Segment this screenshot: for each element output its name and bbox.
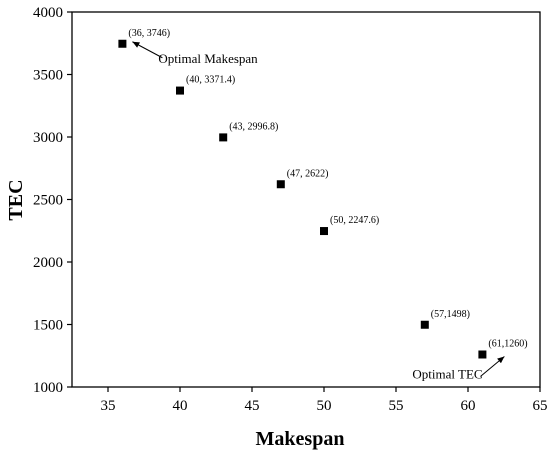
x-tick-label: 40 <box>173 398 188 414</box>
y-tick-label: 1000 <box>33 380 63 396</box>
annotations: Optimal Makespan Optimal TEC <box>132 41 505 382</box>
data-label: (50, 2247.6) <box>330 215 379 226</box>
y-axis-title: TEC <box>5 179 27 220</box>
plot-frame <box>71 11 541 388</box>
x-tick-label: 50 <box>317 398 332 414</box>
y-tick-label: 3500 <box>33 68 63 84</box>
data-labels: (36, 3746) (40, 3371.4) (43, 2996.8) (47, 2… <box>128 28 527 350</box>
data-label: (43, 2996.8) <box>229 121 278 132</box>
data-label: (47, 2622) <box>287 168 329 179</box>
y-tick-label: 4000 <box>33 5 63 21</box>
data-point <box>219 133 228 142</box>
x-tick-label: 45 <box>245 398 260 414</box>
y-tick-label: 2000 <box>33 255 63 271</box>
data-label: (57,1498) <box>431 309 470 320</box>
data-point <box>176 86 184 95</box>
axis-ticks: 35 40 45 50 55 60 65 1000 1500 2000 2500 3000 3500 40… <box>33 5 548 414</box>
data-point <box>276 180 285 189</box>
y-tick-label: 2500 <box>33 193 63 209</box>
data-point <box>478 350 487 359</box>
annotation-optimal-makespan: Optimal Makespan <box>158 51 258 66</box>
data-point <box>118 39 127 48</box>
data-label: (40, 3371.4) <box>186 75 235 86</box>
data-label: (36, 3746) <box>128 28 170 39</box>
x-tick-label: 35 <box>101 398 116 414</box>
annotation-optimal-tec: Optimal TEC <box>412 367 482 382</box>
y-tick-label: 1500 <box>33 318 63 334</box>
x-tick-label: 65 <box>533 398 548 414</box>
data-points <box>118 39 487 359</box>
y-tick-label: 3000 <box>33 130 63 146</box>
x-axis-title: Makespan <box>256 428 345 450</box>
annotation-arrow <box>480 356 505 377</box>
annotation-arrow <box>132 41 163 59</box>
x-tick-label: 60 <box>461 398 476 414</box>
data-point <box>320 227 328 236</box>
data-label: (61,1260) <box>488 339 527 350</box>
data-point <box>420 320 429 329</box>
x-tick-label: 55 <box>389 398 404 414</box>
